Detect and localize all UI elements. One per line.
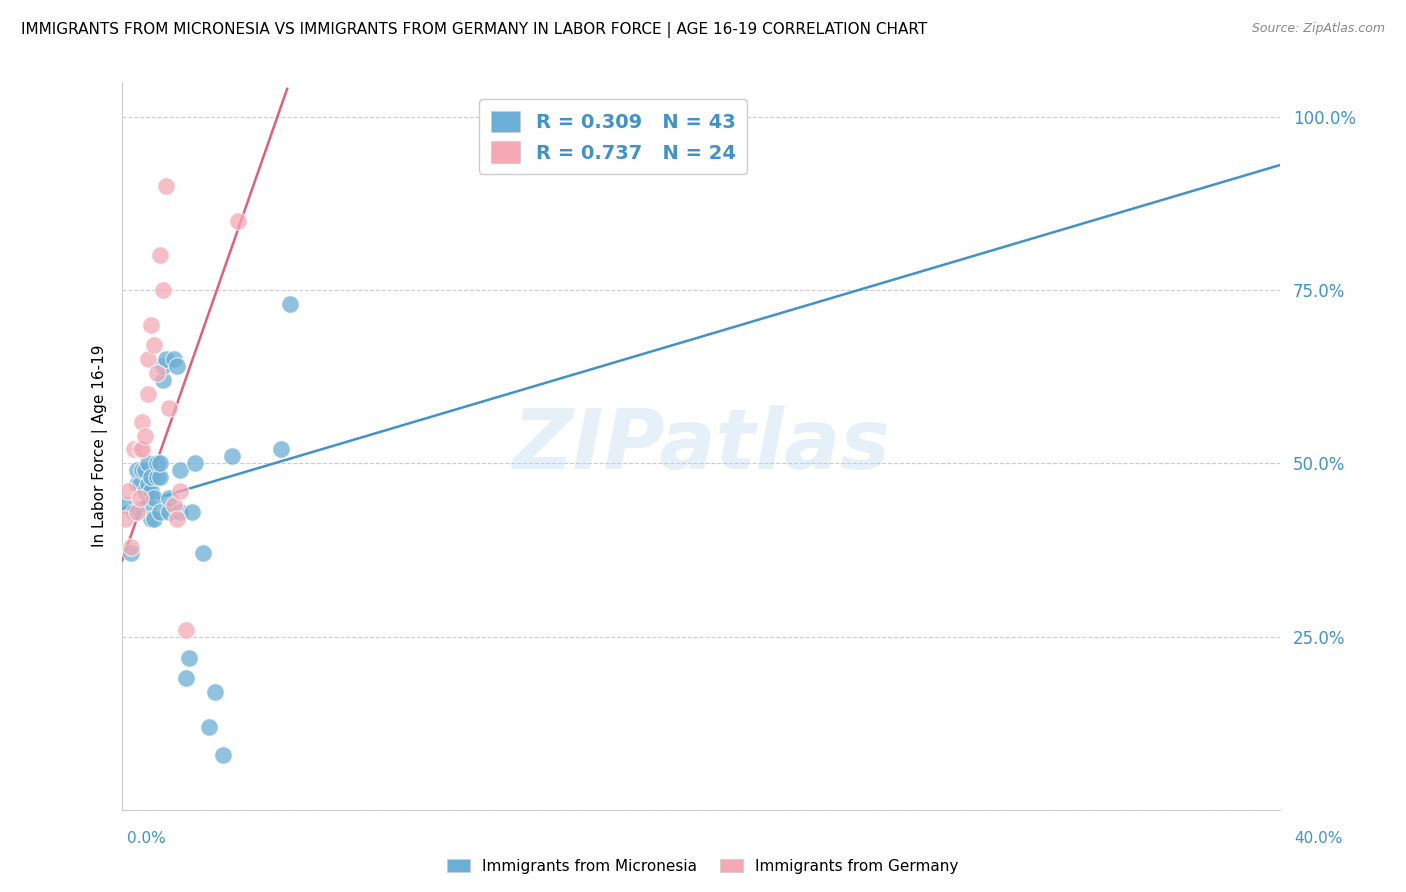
Text: 40.0%: 40.0% xyxy=(1295,831,1343,847)
Point xyxy=(155,178,177,193)
Point xyxy=(169,463,191,477)
Point xyxy=(125,477,148,491)
Point xyxy=(149,456,172,470)
Point xyxy=(163,498,186,512)
Point xyxy=(149,248,172,262)
Point xyxy=(141,318,163,332)
Point xyxy=(120,540,142,554)
Point xyxy=(114,498,136,512)
Legend: R = 0.309   N = 43, R = 0.737   N = 24: R = 0.309 N = 43, R = 0.737 N = 24 xyxy=(479,99,747,174)
Point xyxy=(136,352,159,367)
Point xyxy=(226,213,249,227)
Point xyxy=(149,505,172,519)
Point xyxy=(146,366,169,380)
Point xyxy=(174,623,197,637)
Point xyxy=(143,338,166,352)
Text: IMMIGRANTS FROM MICRONESIA VS IMMIGRANTS FROM GERMANY IN LABOR FORCE | AGE 16-19: IMMIGRANTS FROM MICRONESIA VS IMMIGRANTS… xyxy=(21,22,928,38)
Point xyxy=(157,491,180,505)
Text: ZIPatlas: ZIPatlas xyxy=(512,406,890,486)
Point xyxy=(131,415,153,429)
Text: 0.0%: 0.0% xyxy=(127,831,166,847)
Point xyxy=(122,505,145,519)
Point xyxy=(270,442,292,457)
Point xyxy=(169,484,191,499)
Point xyxy=(122,442,145,457)
Point xyxy=(128,477,150,491)
Point xyxy=(143,512,166,526)
Point xyxy=(141,484,163,499)
Point xyxy=(125,463,148,477)
Point xyxy=(134,484,156,499)
Point xyxy=(141,470,163,484)
Point xyxy=(169,505,191,519)
Point xyxy=(198,720,221,734)
Point xyxy=(166,359,188,374)
Point xyxy=(136,456,159,470)
Point xyxy=(136,477,159,491)
Point xyxy=(149,470,172,484)
Point xyxy=(212,747,235,762)
Point xyxy=(152,359,174,374)
Legend: Immigrants from Micronesia, Immigrants from Germany: Immigrants from Micronesia, Immigrants f… xyxy=(441,853,965,880)
Point xyxy=(143,491,166,505)
Point xyxy=(128,491,150,505)
Point xyxy=(120,547,142,561)
Point xyxy=(157,505,180,519)
Point xyxy=(146,456,169,470)
Point xyxy=(131,442,153,457)
Point xyxy=(163,352,186,367)
Point xyxy=(136,387,159,401)
Point xyxy=(278,297,301,311)
Point xyxy=(141,512,163,526)
Point xyxy=(174,671,197,685)
Point xyxy=(134,463,156,477)
Point xyxy=(204,685,226,699)
Text: Source: ZipAtlas.com: Source: ZipAtlas.com xyxy=(1251,22,1385,36)
Point xyxy=(117,484,139,499)
Point xyxy=(136,498,159,512)
Point xyxy=(183,456,205,470)
Point xyxy=(157,401,180,415)
Point xyxy=(166,512,188,526)
Point xyxy=(125,505,148,519)
Point xyxy=(152,283,174,297)
Point xyxy=(193,547,215,561)
Point xyxy=(180,505,202,519)
Point xyxy=(530,110,553,124)
Point xyxy=(177,650,200,665)
Point xyxy=(134,428,156,442)
Point xyxy=(114,512,136,526)
Point xyxy=(221,450,243,464)
Point xyxy=(128,442,150,457)
Point xyxy=(131,463,153,477)
Y-axis label: In Labor Force | Age 16-19: In Labor Force | Age 16-19 xyxy=(93,344,108,548)
Point xyxy=(146,470,169,484)
Point xyxy=(155,352,177,367)
Point xyxy=(152,373,174,387)
